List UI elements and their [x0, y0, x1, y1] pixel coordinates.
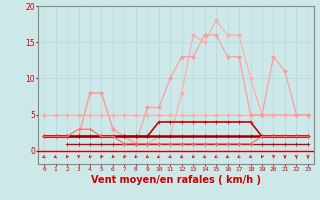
X-axis label: Vent moyen/en rafales ( km/h ): Vent moyen/en rafales ( km/h ) [91, 175, 261, 185]
